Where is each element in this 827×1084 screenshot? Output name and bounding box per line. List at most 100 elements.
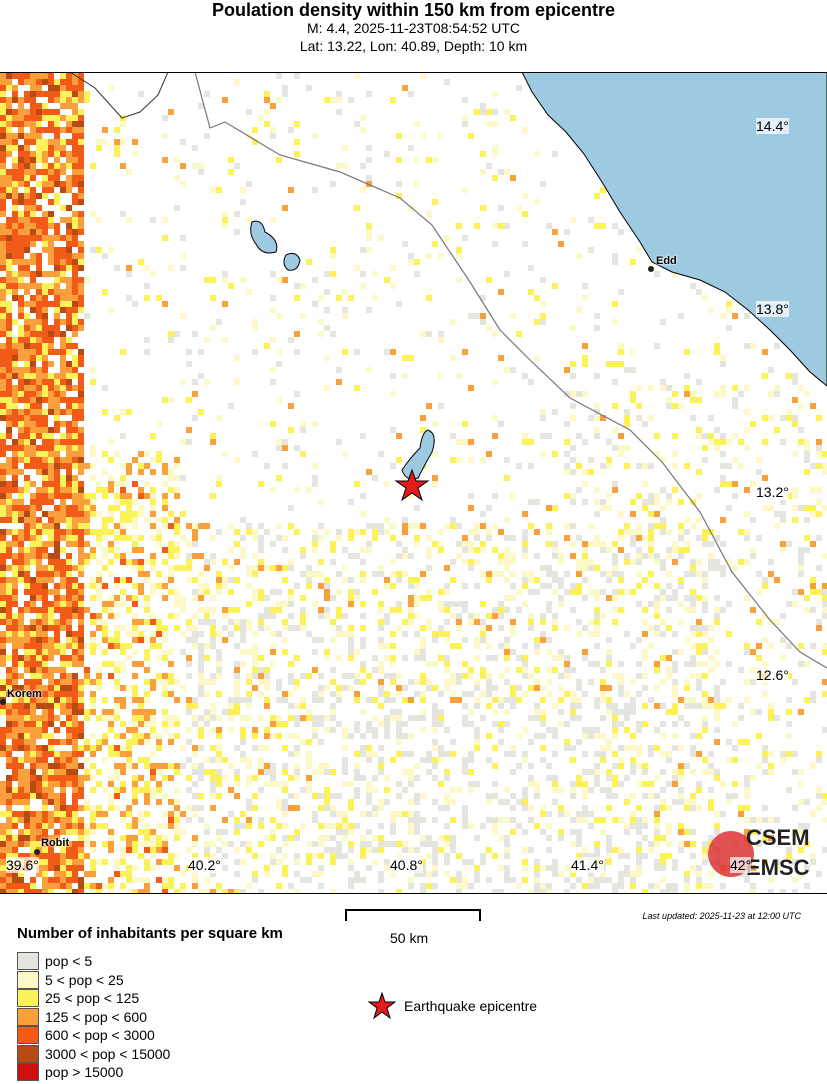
- population-cell: [126, 805, 132, 811]
- population-cell: [0, 397, 6, 403]
- population-cell: [492, 241, 498, 247]
- population-cell: [738, 805, 744, 811]
- population-cell: [186, 697, 192, 703]
- population-cell: [672, 391, 678, 397]
- population-cell: [612, 487, 618, 493]
- population-cell: [630, 499, 636, 505]
- population-cell: [276, 601, 282, 607]
- population-cell: [702, 601, 708, 607]
- population-cell: [144, 595, 150, 601]
- population-cell: [648, 463, 654, 469]
- population-cell: [726, 697, 732, 703]
- population-cell: [174, 823, 180, 829]
- population-cell: [486, 817, 492, 823]
- population-cell: [60, 763, 66, 769]
- population-cell: [816, 757, 822, 763]
- population-cell: [42, 415, 48, 421]
- population-cell: [636, 745, 642, 751]
- population-cell: [42, 307, 48, 313]
- population-cell: [246, 775, 252, 781]
- population-cell: [270, 661, 276, 667]
- population-cell: [684, 637, 690, 643]
- population-cell: [684, 685, 690, 691]
- population-cell: [582, 817, 588, 823]
- population-cell: [18, 241, 24, 247]
- population-cell: [576, 253, 582, 259]
- population-cell: [30, 205, 36, 211]
- population-cell: [138, 841, 144, 847]
- population-cell: [36, 499, 42, 505]
- population-cell: [60, 379, 66, 385]
- population-cell: [504, 787, 510, 793]
- population-cell: [420, 331, 426, 337]
- population-cell: [66, 481, 72, 487]
- population-cell: [66, 289, 72, 295]
- population-cell: [12, 253, 18, 259]
- population-cell: [570, 781, 576, 787]
- population-cell: [480, 523, 486, 529]
- population-cell: [816, 625, 822, 631]
- population-cell: [54, 289, 60, 295]
- population-cell: [480, 571, 486, 577]
- population-cell: [582, 553, 588, 559]
- population-cell: [684, 541, 690, 547]
- population-cell: [366, 469, 372, 475]
- population-cell: [54, 799, 60, 805]
- population-cell: [78, 841, 84, 847]
- population-cell: [438, 745, 444, 751]
- population-cell: [78, 601, 84, 607]
- population-cell: [210, 769, 216, 775]
- population-cell: [294, 715, 300, 721]
- population-cell: [156, 643, 162, 649]
- population-cell: [474, 745, 480, 751]
- population-cell: [0, 799, 6, 805]
- population-cell: [444, 235, 450, 241]
- population-cell: [450, 559, 456, 565]
- population-cell: [762, 835, 768, 841]
- population-cell: [300, 613, 306, 619]
- population-cell: [30, 607, 36, 613]
- population-cell: [618, 691, 624, 697]
- population-cell: [240, 517, 246, 523]
- population-cell: [654, 727, 660, 733]
- population-cell: [114, 523, 120, 529]
- population-cell: [636, 805, 642, 811]
- population-cell: [162, 505, 168, 511]
- population-cell: [42, 391, 48, 397]
- population-cell: [180, 181, 186, 187]
- population-cell: [156, 655, 162, 661]
- population-cell: [12, 85, 18, 91]
- population-cell: [708, 703, 714, 709]
- population-cell: [36, 157, 42, 163]
- population-cell: [606, 637, 612, 643]
- population-cell: [108, 439, 114, 445]
- population-cell: [426, 595, 432, 601]
- population-cell: [282, 811, 288, 817]
- population-map[interactable]: CSEM EMSC 14.4° 13.8° 13.2° 12.6° 39.6° …: [0, 72, 827, 894]
- population-cell: [168, 109, 174, 115]
- population-cell: [498, 529, 504, 535]
- population-cell: [312, 421, 318, 427]
- population-cell: [582, 547, 588, 553]
- population-cell: [60, 331, 66, 337]
- population-cell: [66, 373, 72, 379]
- population-cell: [174, 835, 180, 841]
- population-cell: [606, 547, 612, 553]
- population-cell: [480, 625, 486, 631]
- population-cell: [552, 799, 558, 805]
- population-cell: [0, 247, 6, 253]
- population-cell: [0, 607, 6, 613]
- population-cell: [60, 841, 66, 847]
- population-cell: [630, 541, 636, 547]
- population-cell: [0, 133, 6, 139]
- population-cell: [438, 625, 444, 631]
- population-cell: [30, 733, 36, 739]
- population-cell: [378, 637, 384, 643]
- population-cell: [12, 193, 18, 199]
- population-cell: [78, 631, 84, 637]
- population-cell: [654, 661, 660, 667]
- population-cell: [132, 619, 138, 625]
- population-cell: [522, 673, 528, 679]
- population-cell: [42, 385, 48, 391]
- population-cell: [276, 733, 282, 739]
